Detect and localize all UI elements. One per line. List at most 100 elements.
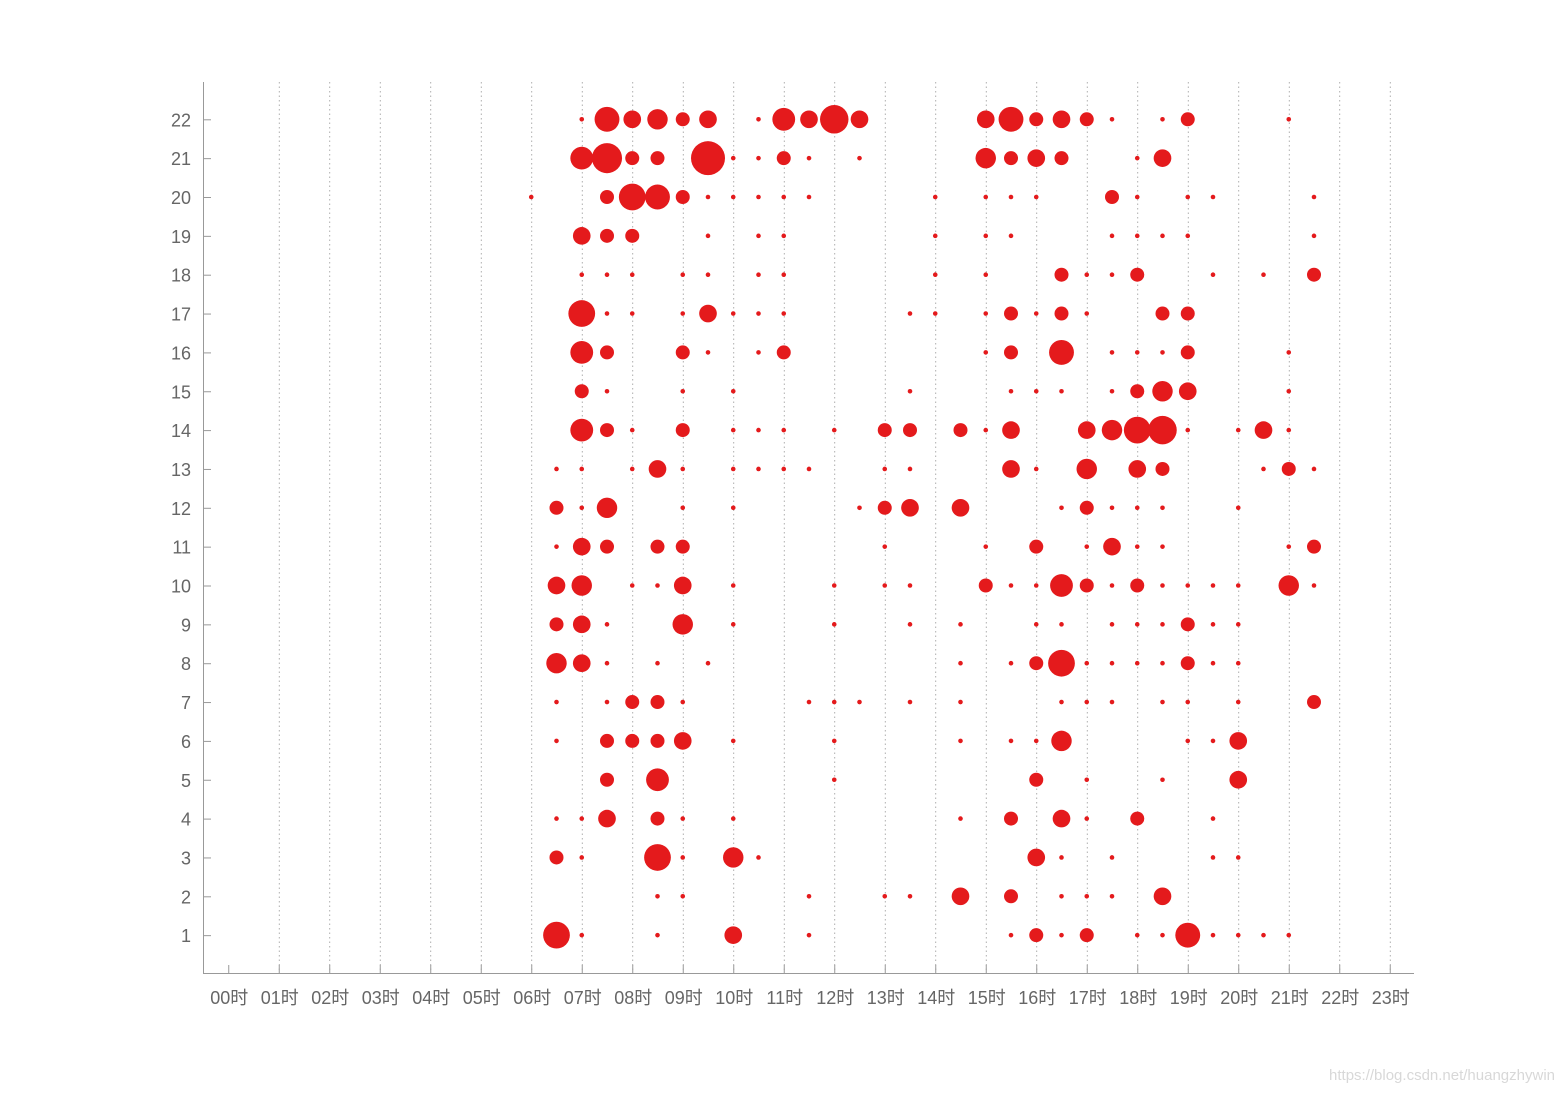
x-tick-label: 19时 bbox=[1170, 988, 1208, 1008]
data-point bbox=[1059, 505, 1064, 511]
data-point bbox=[983, 233, 989, 239]
y-tick-label: 9 bbox=[181, 615, 191, 635]
data-point bbox=[857, 505, 862, 511]
data-point bbox=[756, 117, 761, 122]
data-point bbox=[618, 183, 646, 211]
data-point bbox=[1002, 421, 1020, 439]
data-point bbox=[1286, 350, 1292, 355]
data-point bbox=[730, 816, 736, 821]
data-point bbox=[1008, 660, 1014, 666]
data-point bbox=[604, 660, 610, 666]
data-point bbox=[680, 311, 686, 316]
data-point bbox=[579, 932, 585, 938]
data-point bbox=[730, 427, 736, 433]
data-point bbox=[1059, 622, 1064, 627]
data-point bbox=[1307, 695, 1321, 710]
data-point bbox=[1027, 848, 1046, 867]
y-tick-label: 15 bbox=[171, 382, 191, 402]
data-point bbox=[983, 544, 989, 549]
data-point bbox=[976, 110, 995, 129]
data-point bbox=[983, 427, 989, 433]
y-tick-label: 6 bbox=[181, 732, 191, 752]
x-tick-label: 15时 bbox=[968, 988, 1006, 1008]
data-point bbox=[1160, 777, 1165, 783]
data-point bbox=[591, 143, 623, 174]
data-point bbox=[932, 311, 938, 316]
data-point bbox=[1084, 311, 1090, 316]
data-point bbox=[1105, 190, 1119, 204]
data-point bbox=[1004, 811, 1018, 826]
data-point bbox=[1134, 505, 1140, 511]
data-point bbox=[1261, 932, 1266, 938]
data-point bbox=[1048, 649, 1075, 677]
x-tick-label: 00时 bbox=[210, 988, 248, 1008]
data-point bbox=[781, 194, 787, 200]
data-point bbox=[756, 233, 761, 239]
data-point bbox=[629, 272, 635, 278]
data-point bbox=[882, 894, 888, 899]
data-point bbox=[1050, 574, 1073, 597]
data-point bbox=[1210, 622, 1216, 627]
data-point bbox=[554, 699, 559, 705]
data-point bbox=[756, 155, 761, 161]
x-ticks: 00时 01时 02时 03时 04时 05时 06时 07时 08时 09时 10时 11时 12时 1… bbox=[210, 965, 1410, 1008]
data-point bbox=[1033, 311, 1039, 316]
data-point bbox=[1004, 151, 1018, 166]
data-point bbox=[600, 190, 614, 204]
data-point bbox=[1153, 149, 1172, 167]
data-point bbox=[1235, 932, 1241, 938]
data-point bbox=[1079, 928, 1094, 943]
data-point bbox=[1235, 583, 1241, 588]
data-point bbox=[1029, 656, 1044, 671]
data-point bbox=[1109, 699, 1115, 705]
data-point bbox=[675, 345, 690, 360]
data-point bbox=[528, 194, 534, 200]
data-point bbox=[724, 926, 743, 944]
data-point bbox=[1109, 117, 1115, 122]
data-point bbox=[958, 699, 963, 705]
data-point bbox=[1210, 194, 1216, 200]
x-tick-label: 14时 bbox=[917, 988, 955, 1008]
data-point bbox=[572, 227, 591, 245]
data-point bbox=[1160, 699, 1165, 705]
data-point bbox=[572, 537, 591, 556]
data-point bbox=[781, 233, 787, 239]
data-point bbox=[1084, 660, 1090, 666]
data-point bbox=[1123, 416, 1151, 444]
data-point bbox=[723, 847, 744, 868]
data-point bbox=[800, 110, 818, 129]
data-point bbox=[1109, 388, 1115, 394]
data-point bbox=[1059, 388, 1064, 394]
data-point bbox=[1059, 699, 1064, 705]
data-point bbox=[730, 738, 736, 744]
data-point bbox=[1002, 460, 1020, 478]
data-point bbox=[1033, 738, 1039, 744]
data-point bbox=[600, 772, 614, 787]
x-tick-label: 23时 bbox=[1372, 988, 1410, 1008]
data-point bbox=[625, 228, 640, 243]
data-point bbox=[806, 155, 812, 161]
data-point bbox=[705, 194, 711, 200]
data-point bbox=[604, 699, 610, 705]
data-point bbox=[831, 738, 837, 744]
data-point bbox=[1311, 194, 1317, 200]
data-point bbox=[629, 311, 635, 316]
data-point bbox=[680, 855, 686, 860]
data-point bbox=[1311, 583, 1317, 588]
data-point bbox=[756, 855, 761, 860]
data-point bbox=[691, 141, 725, 176]
data-point bbox=[680, 699, 686, 705]
x-tick-label: 10时 bbox=[715, 988, 753, 1008]
data-point bbox=[675, 539, 690, 554]
data-point bbox=[554, 816, 559, 821]
data-point bbox=[983, 350, 989, 355]
data-point bbox=[907, 388, 913, 394]
data-point bbox=[600, 228, 614, 243]
data-point bbox=[1033, 388, 1039, 394]
y-tick-label: 11 bbox=[172, 538, 191, 558]
x-tick-label: 03时 bbox=[362, 988, 400, 1008]
data-point bbox=[907, 311, 913, 316]
data-point bbox=[1160, 233, 1165, 239]
data-point bbox=[1210, 855, 1216, 860]
